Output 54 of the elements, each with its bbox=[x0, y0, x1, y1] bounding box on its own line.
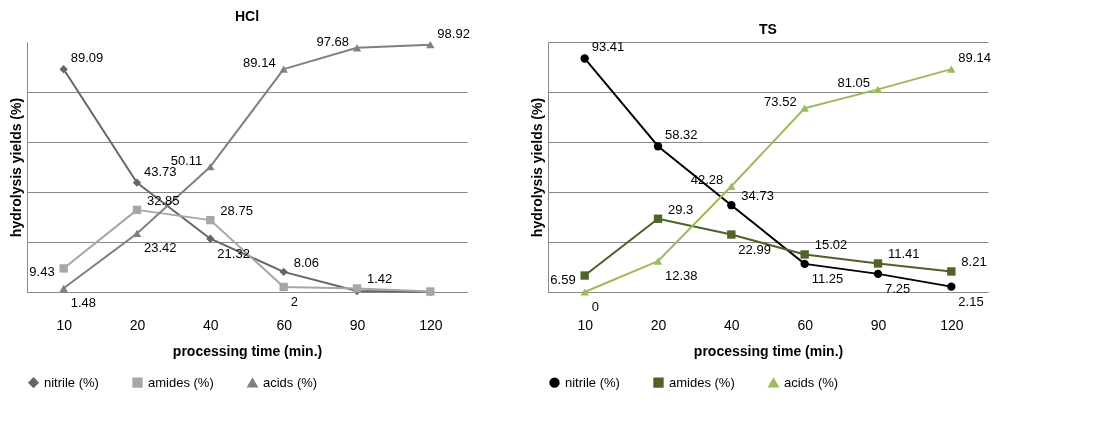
data-label: 1.42 bbox=[367, 271, 393, 287]
x-tick-label: 120 bbox=[940, 316, 964, 333]
data-label: 11.25 bbox=[811, 270, 844, 286]
data-label: 97.68 bbox=[316, 33, 349, 49]
legend-label: amides (%) bbox=[669, 374, 735, 390]
x-tick-label: 20 bbox=[650, 316, 667, 333]
chart-title: TS bbox=[759, 21, 777, 38]
x-tick-label: 120 bbox=[419, 316, 443, 333]
y-axis-title: hydrolysis yields (%) bbox=[528, 97, 545, 238]
chart-title: HCl bbox=[234, 7, 260, 24]
legend-label: acids (%) bbox=[784, 374, 839, 390]
data-label: 29.3 bbox=[668, 201, 694, 217]
data-label: 73.52 bbox=[764, 94, 797, 110]
x-tick-label: 60 bbox=[276, 316, 293, 333]
data-label: 21.32 bbox=[217, 245, 250, 261]
data-label: 11.41 bbox=[888, 246, 920, 262]
data-label: 8.21 bbox=[961, 254, 987, 270]
data-label: 28.75 bbox=[220, 203, 253, 219]
data-label: 81.05 bbox=[837, 75, 870, 91]
data-label: 50.11 bbox=[170, 152, 203, 168]
legend-label: nitrile (%) bbox=[44, 374, 99, 390]
data-label: 23.42 bbox=[144, 240, 177, 256]
legend-label: acids (%) bbox=[263, 374, 318, 390]
x-axis-title: processing time (min.) bbox=[172, 342, 323, 359]
y-axis-title: hydrolysis yields (%) bbox=[7, 97, 24, 238]
data-label: 15.02 bbox=[814, 237, 848, 253]
x-axis-title: processing time (min.) bbox=[693, 342, 844, 359]
data-label: 12.38 bbox=[665, 268, 698, 284]
x-tick-label: 60 bbox=[797, 316, 814, 333]
x-tick-label: 90 bbox=[870, 316, 887, 333]
x-tick-label: 90 bbox=[349, 316, 366, 333]
data-label: 89.14 bbox=[243, 55, 276, 71]
legend-label: amides (%) bbox=[148, 374, 214, 390]
data-label: 58.32 bbox=[665, 127, 698, 143]
x-tick-label: 40 bbox=[724, 316, 740, 333]
x-tick-label: 10 bbox=[577, 316, 594, 333]
data-label: 7.25 bbox=[885, 280, 911, 296]
data-label: 34.73 bbox=[741, 188, 774, 204]
x-tick-label: 40 bbox=[203, 316, 219, 333]
x-tick-label: 20 bbox=[129, 316, 146, 333]
data-label: 89.14 bbox=[958, 50, 991, 66]
data-label: 0 bbox=[591, 299, 599, 314]
data-label: 93.41 bbox=[591, 39, 625, 55]
data-label: 2.15 bbox=[958, 293, 984, 309]
x-tick-label: 10 bbox=[56, 316, 73, 333]
data-label: 1.48 bbox=[70, 295, 96, 311]
data-label: 9.43 bbox=[29, 264, 55, 280]
legend-label: nitrile (%) bbox=[565, 374, 620, 390]
data-label: 2 bbox=[290, 294, 298, 309]
data-label: 89.09 bbox=[70, 50, 104, 66]
data-label: 98.92 bbox=[437, 25, 470, 41]
data-label: 8.06 bbox=[293, 254, 319, 270]
data-label: 6.59 bbox=[550, 271, 576, 287]
data-label: 22.99 bbox=[738, 241, 771, 257]
